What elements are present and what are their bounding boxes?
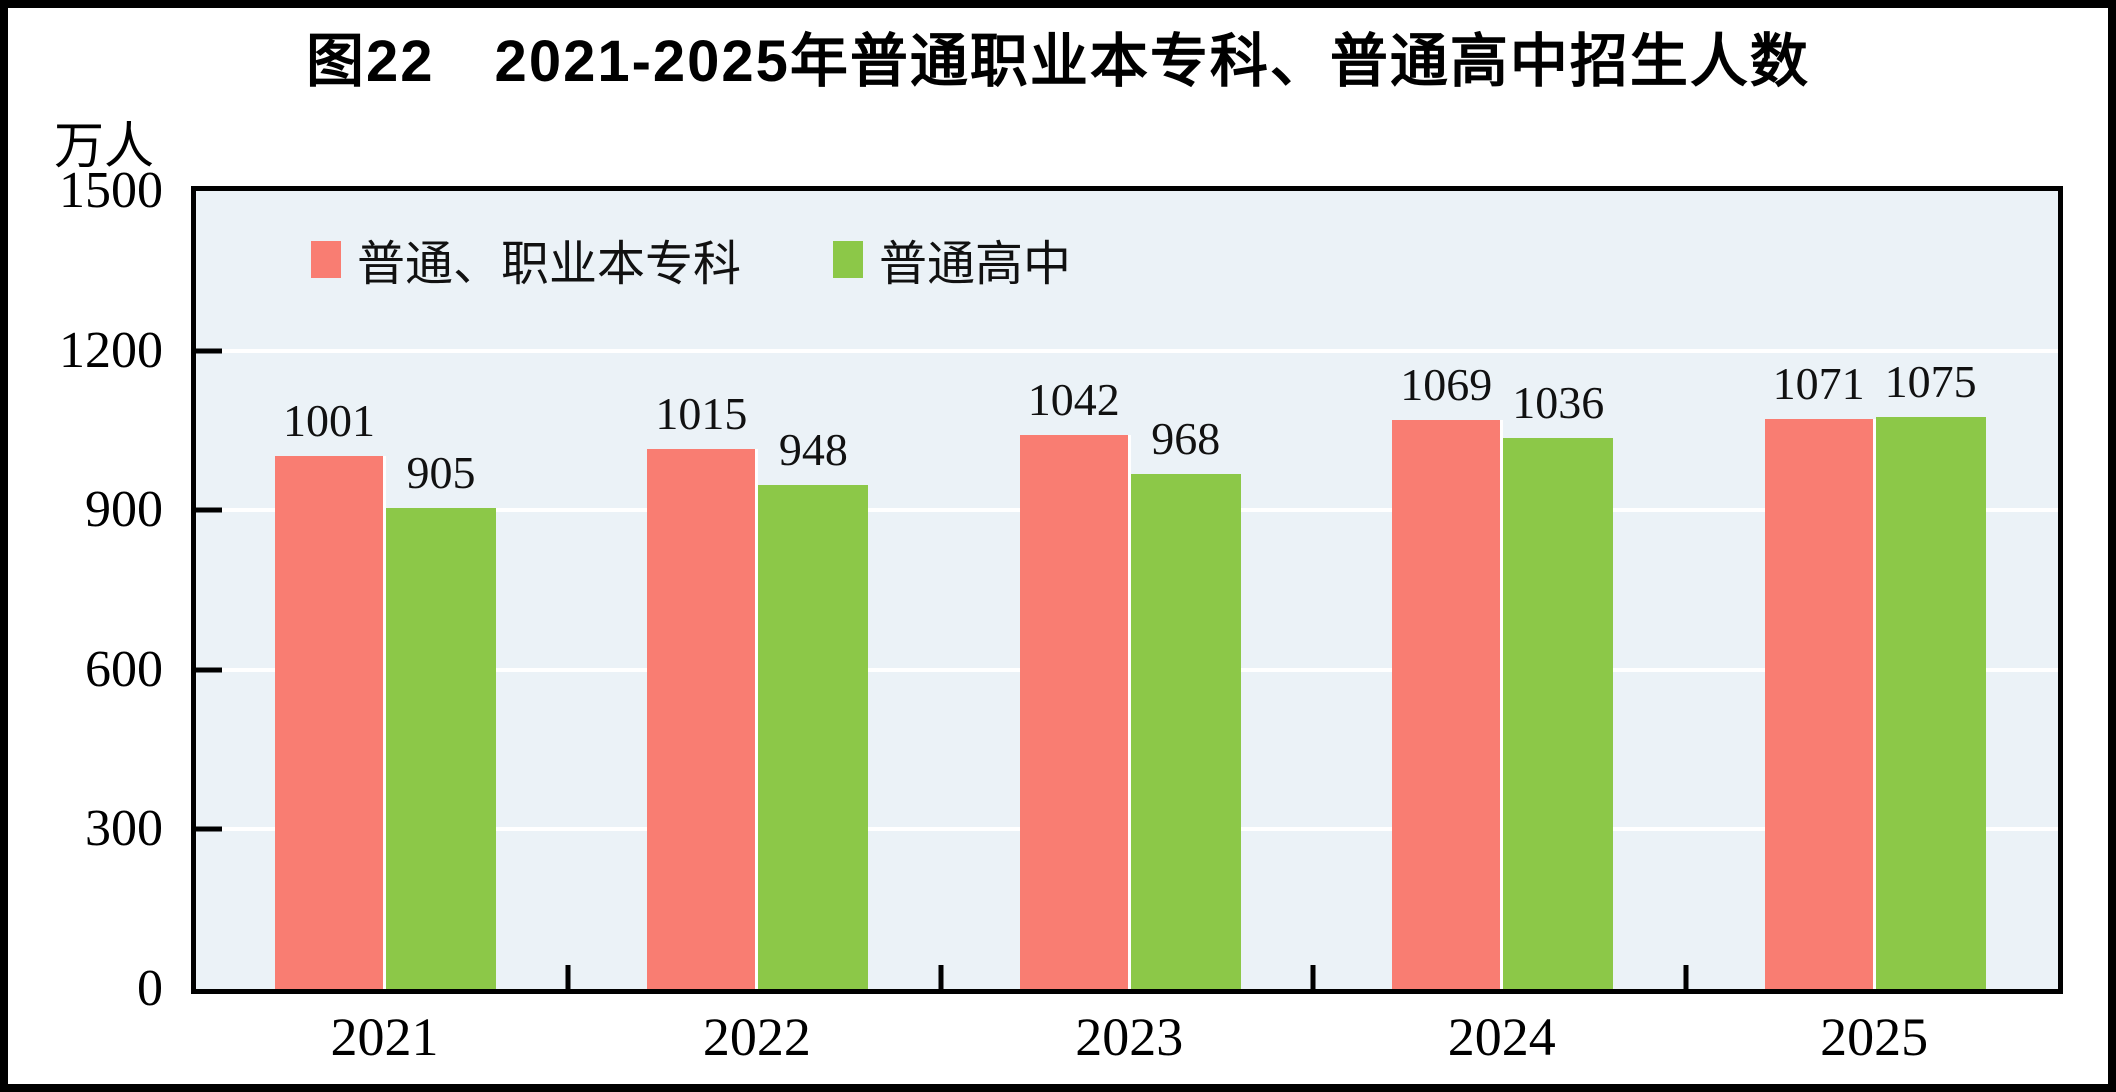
- x-axis-category-label: 2024: [1447, 1007, 1556, 1067]
- bar-value-label: 1001: [283, 395, 375, 447]
- y-axis-tick-label: 1200: [59, 321, 163, 379]
- bar: [1875, 417, 1986, 989]
- bar: [275, 456, 386, 989]
- bar-value-label: 1015: [655, 388, 748, 440]
- bar-value-label: 1069: [1400, 359, 1493, 411]
- y-axis-tick: [196, 826, 222, 832]
- y-axis-unit-label: 万人: [54, 118, 154, 174]
- y-axis-tick: [196, 507, 222, 513]
- x-axis-tick: [1310, 965, 1316, 989]
- bar: [1503, 437, 1614, 989]
- y-axis-tick-label: 900: [85, 481, 163, 539]
- bar: [1019, 434, 1131, 989]
- bar-value-label: 1042: [1027, 373, 1120, 425]
- legend-label: 普通、职业本专科: [357, 238, 742, 291]
- legend-swatch: [833, 240, 864, 278]
- bar: [758, 484, 869, 989]
- bar-value-label: 948: [778, 423, 848, 475]
- x-axis-category-label: 2023: [1075, 1007, 1184, 1067]
- x-axis-tick: [1683, 965, 1689, 989]
- legend: 普通、职业本专科 普通高中: [311, 224, 1071, 294]
- x-axis-tick: [565, 965, 571, 989]
- y-axis-tick: [196, 667, 222, 673]
- bar: [1764, 419, 1876, 989]
- y-axis-tick-label: 1500: [59, 162, 163, 219]
- bar-value-label: 1075: [1884, 356, 1977, 408]
- chart-title: 图22 2021-2025年普通职业本专科、普通高中招生人数: [306, 29, 1810, 94]
- x-axis-category-label: 2021: [330, 1007, 439, 1067]
- bar-value-label: 968: [1151, 413, 1221, 465]
- y-axis-tick-label: 300: [85, 800, 163, 858]
- x-axis-category-label: 2022: [702, 1007, 811, 1067]
- legend-item: 普通高中: [833, 224, 1071, 294]
- x-axis-category-label: 2025: [1820, 1007, 1929, 1067]
- legend-label: 普通高中: [879, 238, 1072, 291]
- y-axis-tick-label: 600: [85, 640, 163, 698]
- gridline: [196, 348, 2058, 353]
- legend-swatch: [311, 240, 341, 278]
- bar: [1392, 420, 1504, 989]
- y-axis-tick: [196, 348, 222, 354]
- bar: [386, 507, 496, 989]
- bar-value-label: 1071: [1772, 358, 1865, 410]
- plot-area: 普通、职业本专科 普通高中 1001 905 1015 948 1042 968 1069 10…: [191, 186, 2063, 994]
- y-axis-tick-label: 0: [137, 960, 163, 1017]
- bar-value-label: 905: [406, 446, 476, 498]
- bar-value-label: 1036: [1512, 376, 1605, 428]
- legend-item: 普通、职业本专科: [311, 224, 741, 294]
- x-axis-tick: [938, 965, 944, 989]
- bar: [647, 449, 759, 989]
- bar: [1130, 474, 1241, 989]
